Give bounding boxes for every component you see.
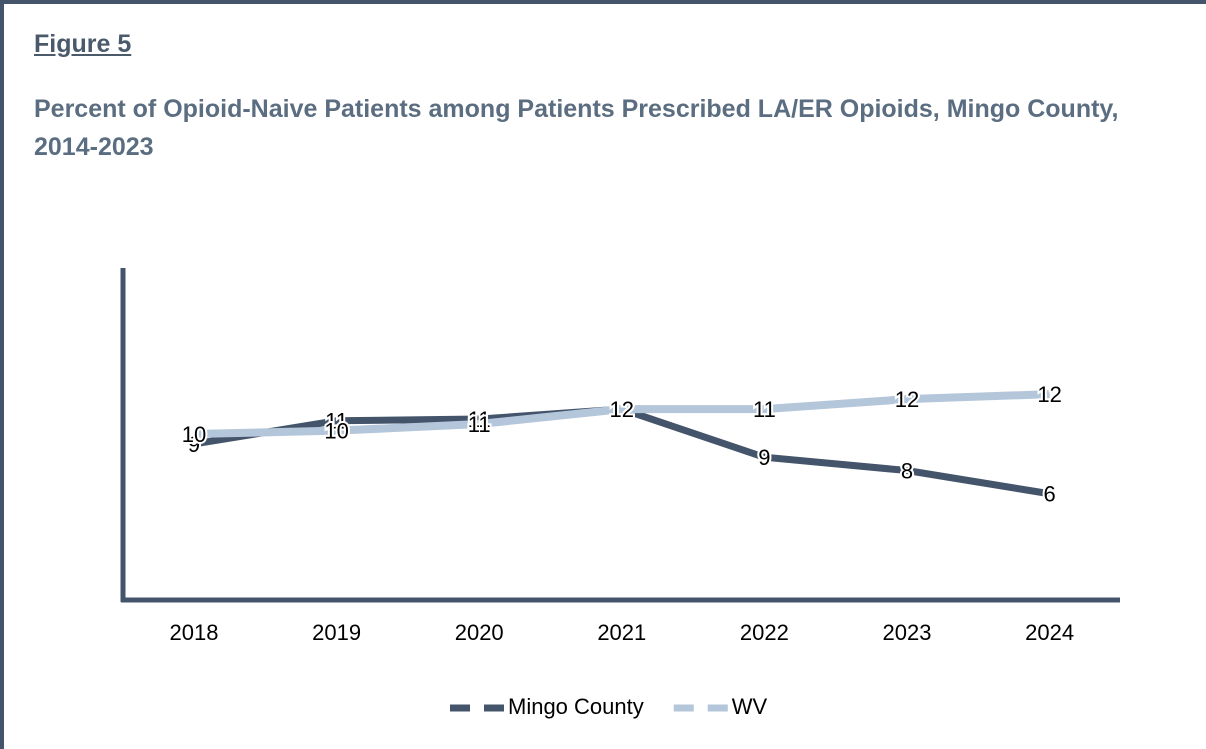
legend-label: WV xyxy=(732,694,768,719)
data-label: 9 xyxy=(188,432,200,457)
legend-label: Mingo County xyxy=(508,694,644,719)
data-label: 12 xyxy=(610,397,634,422)
x-tick-label: 2019 xyxy=(312,620,361,645)
chart-title: Percent of Opioid-Naive Patients among P… xyxy=(34,95,1119,161)
data-label: 11 xyxy=(468,407,491,432)
data-label: 11 xyxy=(753,397,776,422)
figure-label: Figure 5 xyxy=(34,30,132,58)
data-label: 10 xyxy=(182,422,206,447)
x-tick-label: 2020 xyxy=(455,620,504,645)
data-label: 12 xyxy=(895,387,919,412)
x-tick-label: 2023 xyxy=(883,620,932,645)
data-label: 9 xyxy=(758,445,770,470)
data-label: 12 xyxy=(1037,382,1061,407)
data-label: 8 xyxy=(901,458,913,483)
data-label: 6 xyxy=(1043,482,1055,507)
series-line xyxy=(193,390,1050,438)
x-tick-label: 2022 xyxy=(740,620,789,645)
data-label: 12 xyxy=(610,397,634,422)
x-tick-label: 2024 xyxy=(1025,620,1074,645)
data-label: 11 xyxy=(325,409,348,434)
data-label: 10 xyxy=(324,418,348,443)
x-tick-label: 2021 xyxy=(597,620,646,645)
x-tick-label: 2018 xyxy=(170,620,219,645)
data-label: 11 xyxy=(468,412,491,437)
